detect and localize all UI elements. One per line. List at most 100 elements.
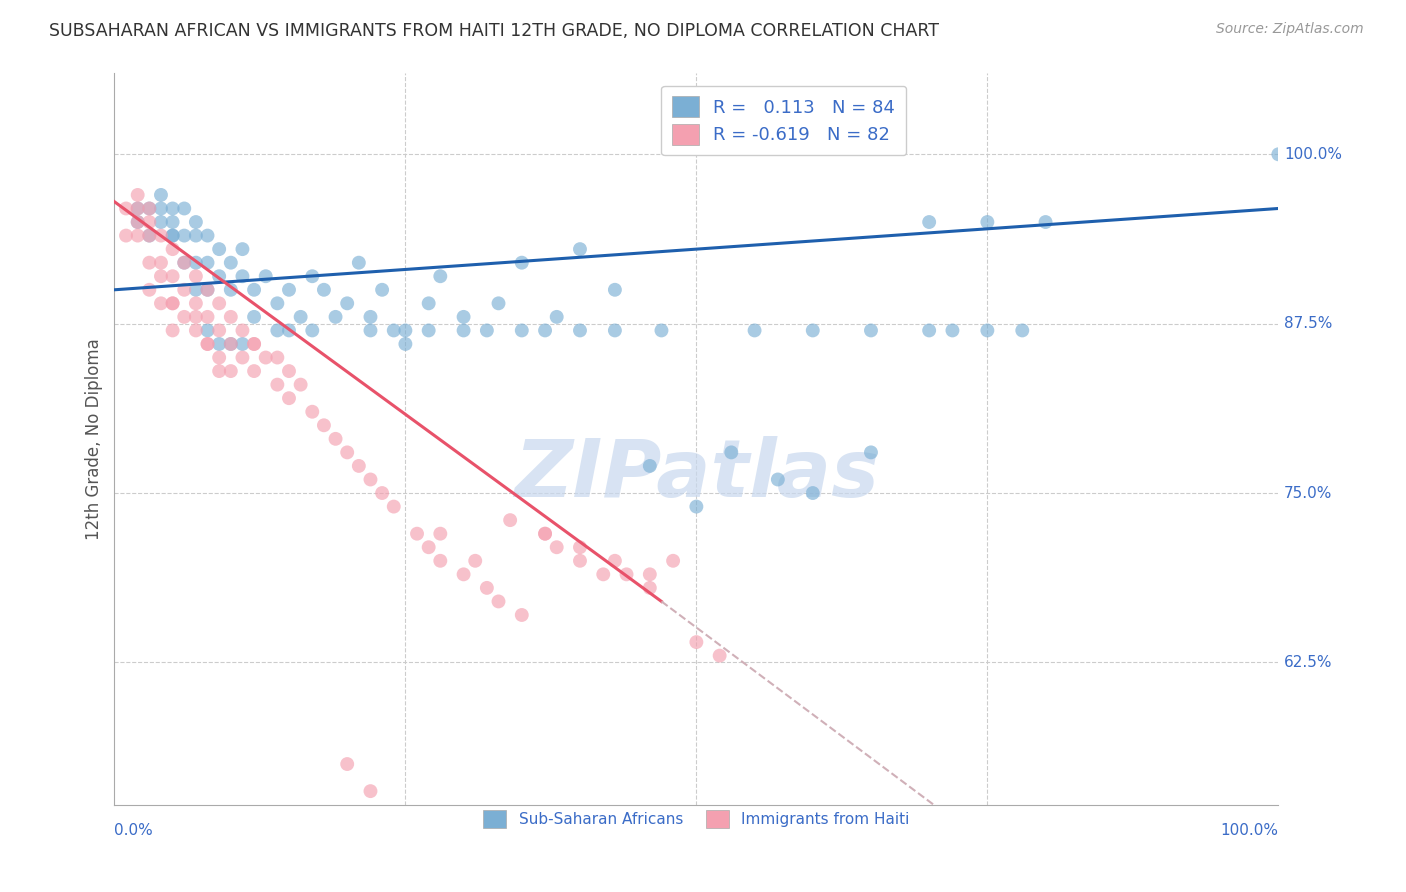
Point [976,323,998,337]
Point [325,432,347,446]
Point [744,323,766,337]
Point [569,540,592,554]
Point [197,255,219,269]
Point [173,310,195,324]
Point [184,323,207,337]
Point [638,458,661,473]
Point [219,337,242,351]
Point [290,377,312,392]
Point [208,269,231,284]
Point [197,283,219,297]
Point [162,215,184,229]
Point [429,554,451,568]
Point [184,215,207,229]
Point [1267,147,1289,161]
Point [162,202,184,216]
Point [138,202,160,216]
Text: 87.5%: 87.5% [1284,316,1333,331]
Point [149,269,172,284]
Point [173,202,195,216]
Point [208,296,231,310]
Point [266,377,288,392]
Text: 0.0%: 0.0% [114,823,153,838]
Point [266,296,288,310]
Point [569,554,592,568]
Point [371,283,394,297]
Point [184,255,207,269]
Point [534,323,557,337]
Point [208,364,231,378]
Point [219,364,242,378]
Point [1035,215,1057,229]
Point [278,391,301,405]
Point [138,255,160,269]
Point [231,269,253,284]
Point [371,486,394,500]
Point [173,283,195,297]
Point [243,337,266,351]
Point [208,351,231,365]
Point [162,323,184,337]
Point [534,526,557,541]
Point [173,228,195,243]
Point [347,458,370,473]
Point [336,296,359,310]
Point [918,323,941,337]
Point [418,296,440,310]
Point [266,323,288,337]
Point [149,202,172,216]
Point [138,215,160,229]
Point [453,323,475,337]
Point [359,310,381,324]
Point [382,500,405,514]
Point [127,215,149,229]
Point [149,188,172,202]
Point [301,269,323,284]
Point [616,567,638,582]
Text: 75.0%: 75.0% [1284,485,1333,500]
Point [149,215,172,229]
Point [1011,323,1033,337]
Point [184,310,207,324]
Point [418,323,440,337]
Point [266,351,288,365]
Point [254,269,277,284]
Point [453,567,475,582]
Point [312,418,335,433]
Point [219,310,242,324]
Point [197,228,219,243]
Point [488,594,510,608]
Point [336,445,359,459]
Point [184,269,207,284]
Point [127,202,149,216]
Point [941,323,963,337]
Point [603,554,626,568]
Point [208,323,231,337]
Point [534,526,557,541]
Point [149,228,172,243]
Point [336,757,359,772]
Point [429,269,451,284]
Point [406,526,429,541]
Point [499,513,522,527]
Point [359,473,381,487]
Point [231,337,253,351]
Point [243,283,266,297]
Point [243,364,266,378]
Point [162,296,184,310]
Point [127,228,149,243]
Point [592,567,614,582]
Point [312,283,335,297]
Point [197,337,219,351]
Point [464,554,486,568]
Point [208,242,231,256]
Point [149,255,172,269]
Point [173,255,195,269]
Text: ZIPatlas: ZIPatlas [513,436,879,515]
Point [394,323,416,337]
Point [243,337,266,351]
Point [475,323,498,337]
Point [254,351,277,365]
Legend: Sub-Saharan Africans, Immigrants from Haiti: Sub-Saharan Africans, Immigrants from Ha… [474,801,918,838]
Point [650,323,672,337]
